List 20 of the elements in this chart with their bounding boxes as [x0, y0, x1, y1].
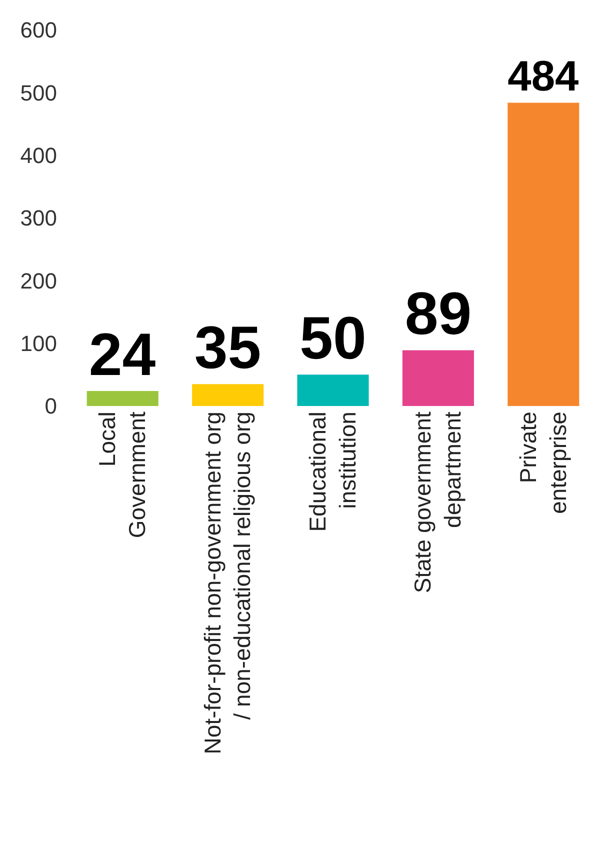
y-tick-label: 0	[44, 394, 57, 419]
y-tick-label: 600	[20, 18, 57, 43]
y-tick-label: 300	[20, 206, 57, 231]
data-label: 50	[300, 304, 366, 372]
bar	[86, 390, 158, 406]
x-tick-label: Not-for-profit non-government org / non-educational religious org	[199, 412, 256, 754]
y-tick-label: 400	[20, 143, 57, 168]
data-label: 35	[194, 314, 262, 382]
y-tick-label: 100	[20, 331, 57, 356]
x-tick-label: Local Government	[94, 410, 150, 538]
bar	[192, 384, 264, 406]
bar	[508, 102, 580, 406]
bar	[402, 350, 474, 406]
y-tick-label: 200	[20, 268, 57, 294]
data-label: 89	[404, 280, 472, 348]
y-tick-label: 500	[20, 80, 57, 106]
data-label: 484	[508, 52, 580, 100]
x-tick-label: Educational institution	[304, 412, 360, 532]
data-label: 24	[88, 320, 156, 388]
bar	[297, 374, 369, 406]
